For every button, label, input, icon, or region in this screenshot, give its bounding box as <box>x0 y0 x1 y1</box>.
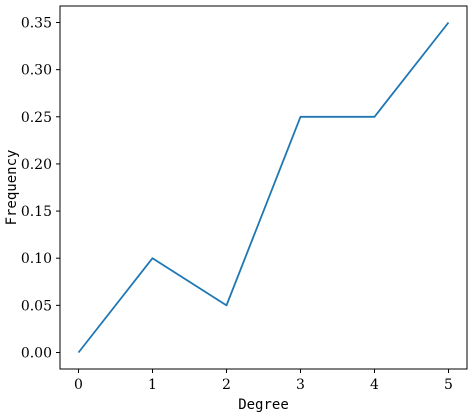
y-axis-ticks: 0.00 0.05 0.10 0.15 0.20 0.25 0.30 0.35 <box>21 16 60 362</box>
x-tick-label: 4 <box>370 377 379 393</box>
x-tick-label: 5 <box>444 377 453 393</box>
y-axis-title: Frequency <box>4 150 20 226</box>
plot-frame <box>59 5 468 370</box>
y-tick-label: 0.25 <box>21 110 52 126</box>
y-tick-label: 0.35 <box>21 16 52 32</box>
y-tick-label: 0.00 <box>21 346 52 362</box>
x-tick-label: 2 <box>222 377 231 393</box>
x-tick-label: 0 <box>74 377 83 393</box>
y-tick-label: 0.15 <box>21 204 52 220</box>
x-axis-title: Degree <box>238 397 289 413</box>
y-tick-label: 0.10 <box>21 251 52 267</box>
y-tick-label: 0.05 <box>21 298 52 314</box>
y-tick-label: 0.30 <box>21 63 52 79</box>
series-line-0 <box>77 21 450 354</box>
y-tick-label: 0.20 <box>21 157 52 173</box>
x-tick-label: 1 <box>148 377 157 393</box>
plot-area <box>59 5 468 370</box>
x-axis-ticks: 0 1 2 3 4 5 <box>74 369 453 393</box>
x-tick-label: 3 <box>296 377 305 393</box>
